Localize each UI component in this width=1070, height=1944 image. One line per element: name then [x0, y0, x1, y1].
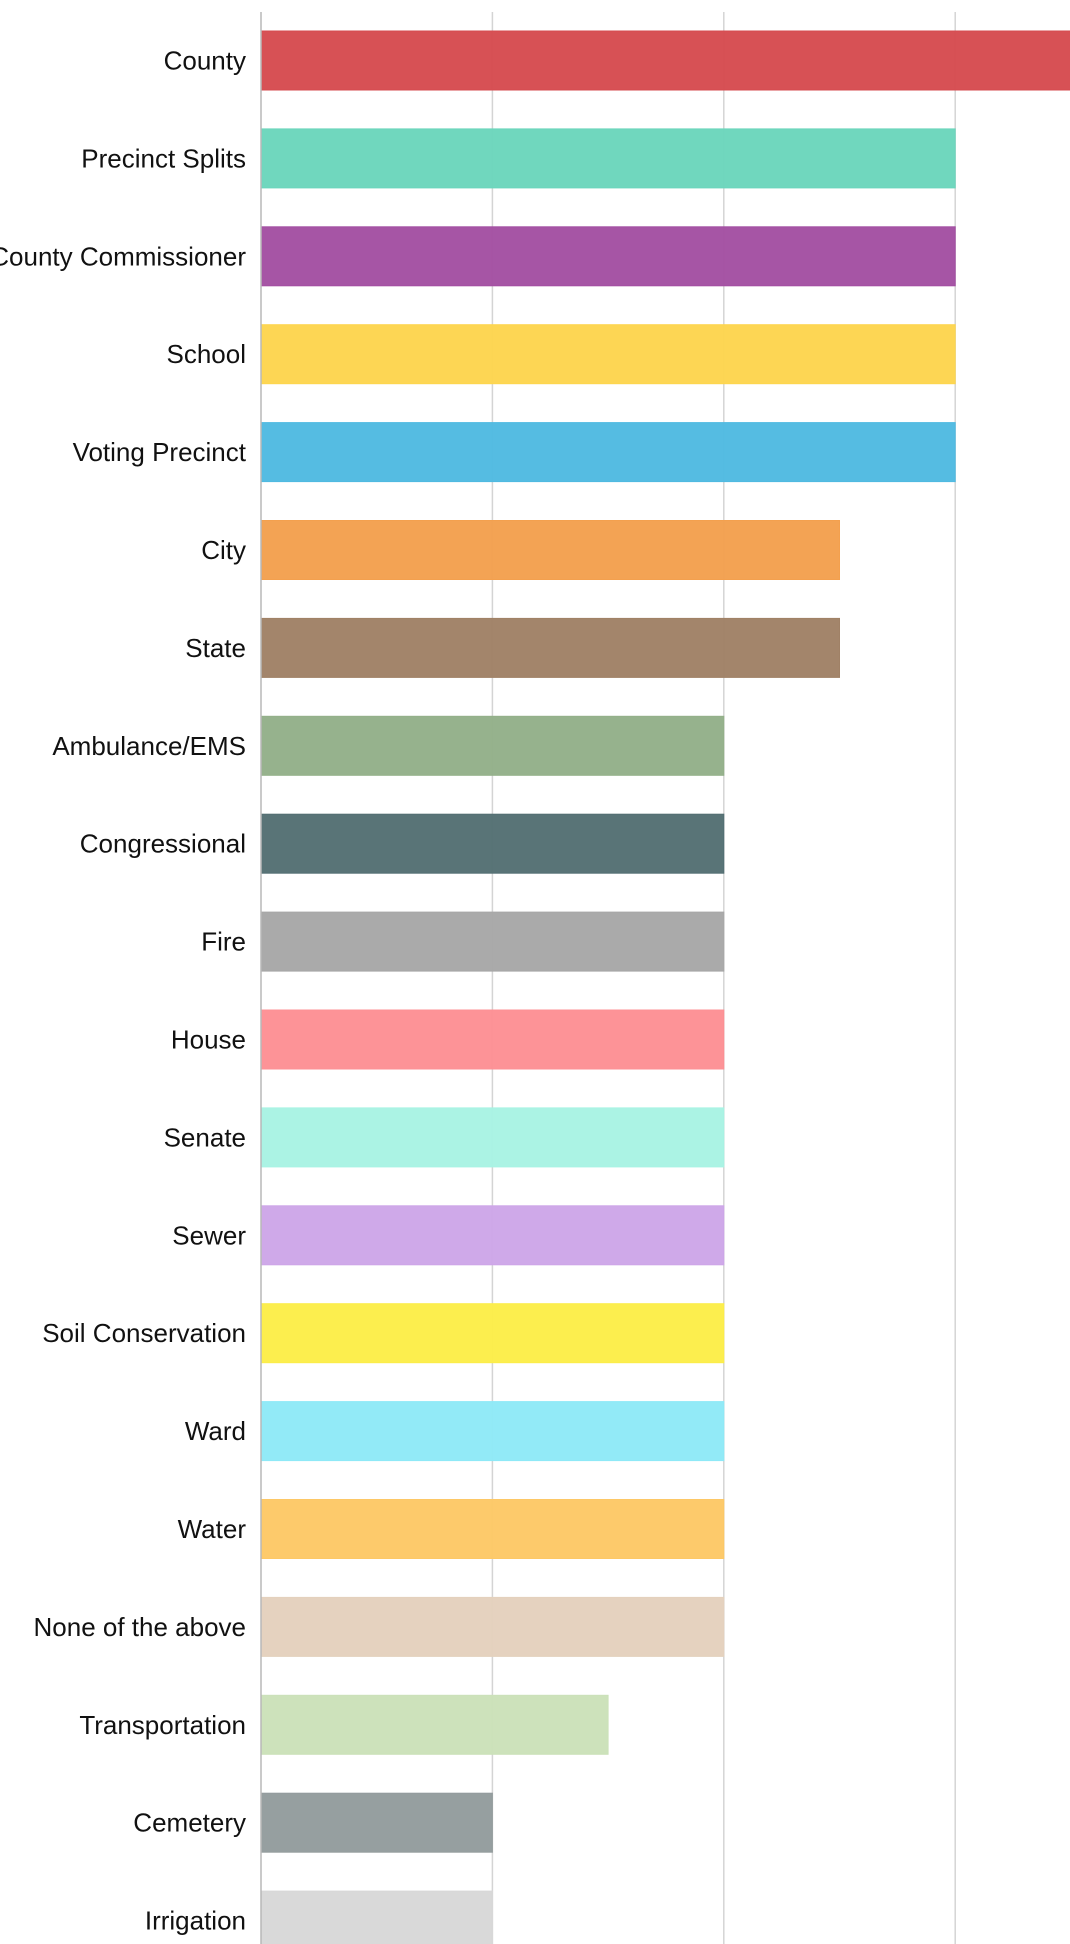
bar-fire: [260, 911, 725, 972]
category-label: County Commissioner: [0, 241, 246, 271]
bar-voting-precinct: [260, 422, 956, 483]
bar-soil-conservation: [260, 1303, 725, 1364]
bar-congressional: [260, 813, 725, 874]
category-label: Congressional: [80, 829, 246, 859]
category-label: Irrigation: [145, 1906, 246, 1936]
category-label: None of the above: [34, 1612, 247, 1642]
category-label: Senate: [164, 1122, 246, 1152]
bar-irrigation: [260, 1890, 493, 1944]
category-label: State: [185, 633, 246, 663]
bar-senate: [260, 1107, 725, 1168]
category-label: Ambulance/EMS: [52, 731, 246, 761]
bar-state: [260, 617, 840, 678]
bar-water: [260, 1499, 725, 1559]
category-label: Voting Precinct: [73, 437, 247, 467]
bar-county-commissioner: [260, 226, 956, 287]
bar-ambulance-ems: [260, 715, 725, 776]
category-label: Ward: [185, 1416, 246, 1446]
category-label: Cemetery: [133, 1808, 246, 1838]
bar-ward: [260, 1401, 725, 1462]
category-label: Sewer: [172, 1220, 246, 1250]
bar-county: [260, 30, 1070, 91]
category-label: Transportation: [79, 1710, 246, 1740]
category-label: House: [171, 1025, 246, 1055]
category-label: City: [201, 535, 246, 565]
bar-sewer: [260, 1205, 725, 1266]
bar-city: [260, 520, 840, 580]
bar-cemetery: [260, 1792, 493, 1853]
category-label: Soil Conservation: [42, 1318, 246, 1348]
category-label: Precinct Splits: [81, 143, 246, 173]
category-labels: County Precinct Splits County Commissioner…: [0, 46, 247, 1936]
bars: [260, 30, 1070, 1944]
category-label: Water: [178, 1514, 247, 1544]
bar-school: [260, 324, 956, 385]
bar-precinct-splits: [260, 128, 956, 189]
bar-house: [260, 1009, 725, 1070]
bar-none-of-the-above: [260, 1596, 725, 1657]
category-label: Fire: [201, 927, 246, 957]
category-label: School: [167, 339, 247, 369]
bar-transportation: [260, 1694, 609, 1755]
category-label: County: [164, 46, 246, 76]
